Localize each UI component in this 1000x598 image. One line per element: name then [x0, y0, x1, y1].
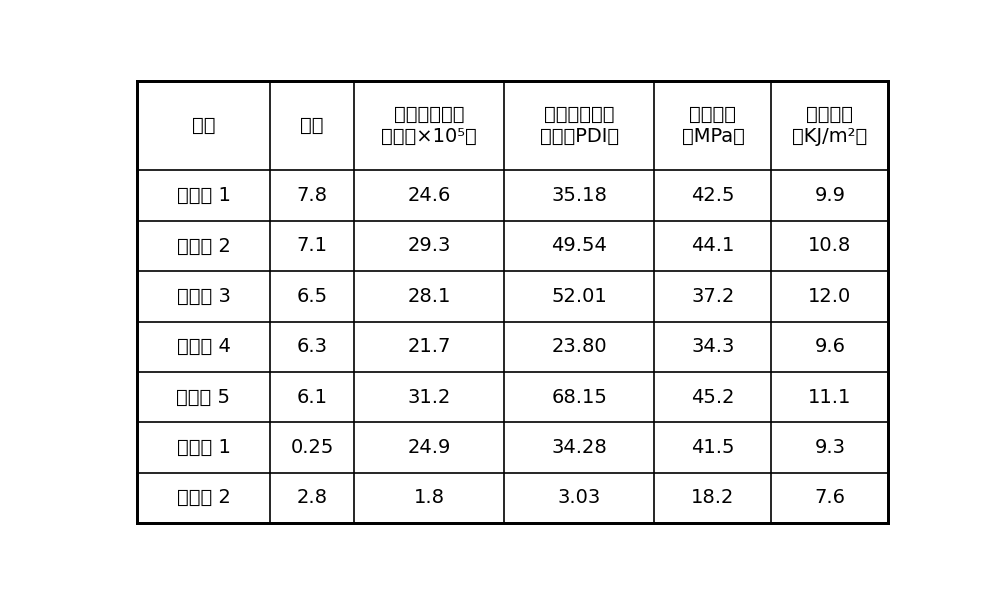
Text: 示例: 示例 — [192, 116, 215, 135]
Text: 34.3: 34.3 — [691, 337, 735, 356]
Text: 31.2: 31.2 — [407, 388, 451, 407]
Text: 44.1: 44.1 — [691, 236, 735, 255]
Text: 对比例 2: 对比例 2 — [177, 489, 230, 507]
Text: 41.5: 41.5 — [691, 438, 735, 457]
Text: 实施例 2: 实施例 2 — [177, 236, 230, 255]
Text: 对比例 1: 对比例 1 — [177, 438, 230, 457]
Text: 实施例 3: 实施例 3 — [177, 287, 230, 306]
Text: 52.01: 52.01 — [551, 287, 607, 306]
Text: 拉伸强度
（MPa）: 拉伸强度 （MPa） — [682, 105, 744, 146]
Text: 35.18: 35.18 — [551, 186, 607, 205]
Text: 相对分子质量
分布（PDI）: 相对分子质量 分布（PDI） — [540, 105, 619, 146]
Text: 12.0: 12.0 — [808, 287, 852, 306]
Text: 21.7: 21.7 — [407, 337, 451, 356]
Text: 冲击强度
（KJ/m²）: 冲击强度 （KJ/m²） — [792, 105, 868, 146]
Text: 1.8: 1.8 — [413, 489, 444, 507]
Text: 18.2: 18.2 — [691, 489, 735, 507]
Text: 6.3: 6.3 — [297, 337, 328, 356]
Text: 49.54: 49.54 — [551, 236, 607, 255]
Text: 活性: 活性 — [300, 116, 324, 135]
Text: 实施例 1: 实施例 1 — [177, 186, 230, 205]
Text: 7.1: 7.1 — [297, 236, 328, 255]
Text: 0.25: 0.25 — [290, 438, 334, 457]
Text: 7.6: 7.6 — [814, 489, 845, 507]
Text: 重均相对分子
质量（×10⁵）: 重均相对分子 质量（×10⁵） — [381, 105, 477, 146]
Text: 42.5: 42.5 — [691, 186, 735, 205]
Text: 23.80: 23.80 — [552, 337, 607, 356]
Text: 45.2: 45.2 — [691, 388, 735, 407]
Text: 9.9: 9.9 — [814, 186, 845, 205]
Text: 29.3: 29.3 — [407, 236, 451, 255]
Text: 37.2: 37.2 — [691, 287, 735, 306]
Text: 11.1: 11.1 — [808, 388, 852, 407]
Text: 7.8: 7.8 — [297, 186, 328, 205]
Text: 9.3: 9.3 — [814, 438, 845, 457]
Text: 24.9: 24.9 — [407, 438, 451, 457]
Text: 实施例 5: 实施例 5 — [176, 388, 230, 407]
Text: 28.1: 28.1 — [407, 287, 451, 306]
Text: 3.03: 3.03 — [558, 489, 601, 507]
Text: 24.6: 24.6 — [407, 186, 451, 205]
Text: 9.6: 9.6 — [814, 337, 845, 356]
Text: 2.8: 2.8 — [297, 489, 328, 507]
Text: 实施例 4: 实施例 4 — [177, 337, 230, 356]
Text: 10.8: 10.8 — [808, 236, 852, 255]
Text: 6.1: 6.1 — [297, 388, 328, 407]
Text: 6.5: 6.5 — [296, 287, 328, 306]
Text: 68.15: 68.15 — [551, 388, 607, 407]
Text: 34.28: 34.28 — [551, 438, 607, 457]
